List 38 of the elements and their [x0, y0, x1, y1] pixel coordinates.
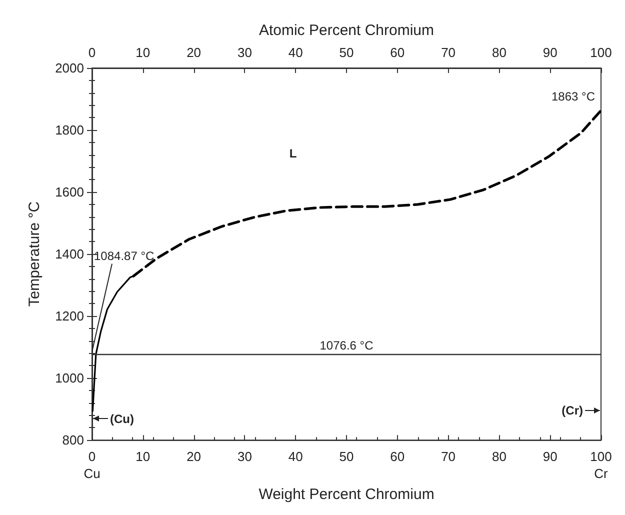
y-tick-label: 1600 — [55, 184, 84, 200]
x-tick-label: 60 — [390, 449, 405, 464]
x-tick-label: 0 Cu — [84, 449, 100, 482]
annotation: 1863 °C — [552, 89, 596, 104]
x2-tick-label: 50 — [339, 45, 354, 60]
annotation: (Cr) — [562, 403, 584, 418]
y-axis-title: Temperature °C — [26, 201, 43, 307]
x2-tick-label: 90 — [542, 45, 558, 60]
x2-tick-label: 60 — [390, 45, 405, 60]
ref-line-label: 1076.6 °C — [320, 338, 374, 352]
x2-tick-label: 10 — [136, 45, 150, 60]
x2-tick-label: 100 — [590, 45, 612, 60]
x2-tick-label: 0 — [88, 45, 96, 60]
y-tick-label: 800 — [62, 432, 84, 448]
x2-axis-title: Atomic Percent Chromium — [258, 22, 434, 39]
x2-tick-label: 70 — [441, 45, 456, 60]
x-tick-label: 30 — [237, 449, 252, 464]
y-tick-label: 1200 — [55, 308, 84, 324]
x-tick-label: 90 — [542, 449, 558, 464]
annotation: (Cu) — [110, 412, 134, 426]
annotation: L — [289, 146, 297, 161]
x-tick-label: 50 — [339, 449, 354, 464]
x-axis-title: Weight Percent Chromium — [258, 486, 434, 503]
x-tick-label: 20 — [186, 449, 202, 464]
x-tick-label: 80 — [492, 449, 506, 464]
x-tick-label: 40 — [288, 449, 303, 464]
x2-tick-label: 30 — [237, 45, 252, 60]
y-tick-label: 1000 — [55, 370, 84, 386]
x-tick-label: 70 — [441, 449, 456, 464]
x-tick-label: 10 — [136, 449, 150, 464]
x2-tick-label: 20 — [186, 45, 202, 60]
y-tick-label: 1400 — [55, 246, 84, 262]
x2-tick-label: 80 — [492, 45, 506, 60]
y-tick-label: 1800 — [55, 122, 84, 138]
y-tick-label: 2000 — [55, 60, 84, 76]
x-tick-label: 100 Cr — [590, 449, 612, 482]
x2-tick-label: 40 — [288, 45, 303, 60]
annotation: 1084.87 °C — [94, 248, 155, 263]
